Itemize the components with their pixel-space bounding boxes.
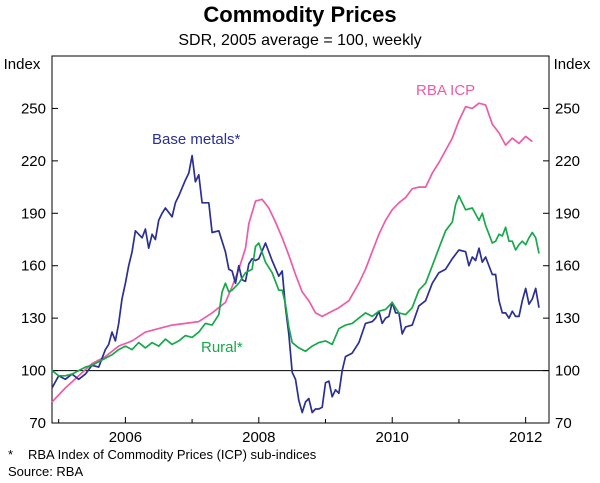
x-tick-label: 2012 [509, 429, 542, 446]
series-line-base-metals [51, 154, 540, 414]
series-line-rba-icp [51, 102, 533, 403]
footnote-sub-indices: * RBA Index of Commodity Prices (ICP) sub… [8, 447, 316, 462]
y-axis-label-left: Index [4, 56, 41, 73]
y-tick-label-left: 220 [21, 153, 46, 170]
series-label-base-metals: Base metals* [152, 131, 241, 148]
y-tick-label-right: 220 [555, 153, 580, 170]
y-tick-label-right: 160 [555, 258, 580, 275]
y-tick-label-right: 70 [555, 415, 572, 432]
source-note: Source: RBA [8, 464, 84, 479]
series-layer [51, 102, 540, 414]
x-tick-label: 2010 [376, 429, 409, 446]
axes-layer: 70 70 100 100 130 130 160 160 190 190 220 220 250 250… [21, 100, 580, 446]
y-tick-label-left: 250 [21, 100, 46, 117]
plot-frame [51, 55, 550, 424]
series-label-rba-icp: RBA ICP [416, 82, 475, 99]
y-tick-label-left: 130 [21, 310, 46, 327]
y-tick-label-left: 70 [29, 415, 46, 432]
y-tick-label-right: 190 [555, 205, 580, 222]
chart-title: Commodity Prices [203, 2, 397, 27]
y-tick-label-left: 160 [21, 258, 46, 275]
x-tick-label: 2006 [109, 429, 142, 446]
series-label-rural: Rural* [201, 339, 243, 356]
series-line-rural [51, 194, 540, 377]
y-tick-label-left: 190 [21, 205, 46, 222]
x-tick-label: 2008 [242, 429, 275, 446]
y-tick-label-right: 130 [555, 310, 580, 327]
y-tick-label-right: 100 [555, 363, 580, 380]
footnote-text: RBA Index of Commodity Prices (ICP) sub-… [28, 447, 317, 462]
y-tick-label-right: 250 [555, 100, 580, 117]
footnote-mark: * [8, 447, 14, 462]
y-tick-label-left: 100 [21, 363, 46, 380]
y-axis-label-right: Index [554, 56, 591, 73]
chart-subtitle: SDR, 2005 average = 100, weekly [178, 32, 422, 49]
